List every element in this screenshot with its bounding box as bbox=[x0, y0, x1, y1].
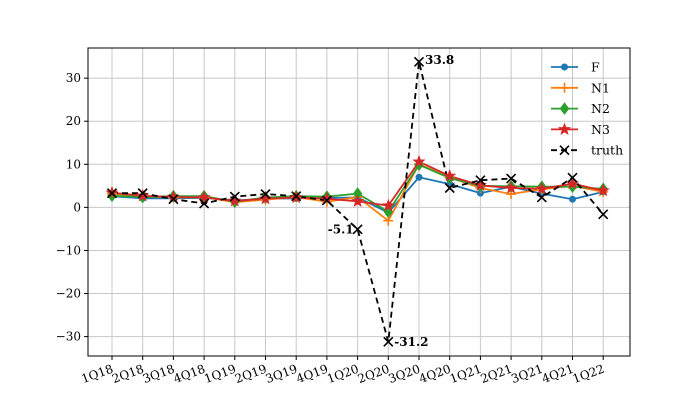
data-point-F bbox=[415, 173, 423, 181]
legend-label-N2: N2 bbox=[591, 101, 610, 116]
data-label: -31.2 bbox=[394, 335, 428, 349]
data-point-truth bbox=[383, 336, 394, 347]
data-point-N3 bbox=[136, 188, 150, 202]
legend: F N1 N2 N3 truth bbox=[551, 60, 623, 158]
series-markers bbox=[105, 56, 610, 347]
data-point-truth bbox=[260, 188, 271, 200]
data-point-N3 bbox=[596, 183, 610, 197]
data-point-truth bbox=[506, 173, 517, 184]
legend-label-N1: N1 bbox=[591, 80, 610, 95]
data-point-N3 bbox=[228, 193, 242, 207]
data-point-truth bbox=[168, 194, 179, 205]
y-tick-label: −30 bbox=[56, 330, 81, 344]
x-axis: 1Q182Q183Q184Q181Q192Q193Q194Q191Q202Q20… bbox=[79, 356, 606, 386]
data-point-N3 bbox=[535, 181, 549, 195]
data-point-truth bbox=[106, 188, 118, 199]
data-point-truth bbox=[321, 195, 332, 206]
series-line-truth bbox=[112, 60, 604, 343]
legend-label-truth: truth bbox=[591, 143, 623, 158]
data-point-truth bbox=[444, 182, 455, 194]
data-point-truth bbox=[199, 198, 210, 209]
legend-label-N3: N3 bbox=[591, 122, 610, 137]
legend-marker-F bbox=[561, 63, 568, 71]
data-point-truth bbox=[413, 56, 425, 67]
data-point-truth bbox=[229, 191, 240, 202]
data-point-truth bbox=[352, 224, 363, 235]
data-point-truth bbox=[291, 191, 302, 202]
data-point-F bbox=[569, 195, 576, 203]
data-label: -5.1 bbox=[328, 222, 354, 236]
data-point-N3 bbox=[412, 154, 426, 168]
data-point-truth bbox=[536, 192, 547, 203]
data-point-N3 bbox=[504, 181, 518, 194]
data-point-N3 bbox=[381, 198, 395, 212]
x-tick-label: 1Q22 bbox=[571, 362, 607, 386]
data-label: 33.8 bbox=[425, 53, 454, 67]
data-point-truth bbox=[598, 209, 609, 220]
data-point-truth bbox=[567, 172, 578, 183]
y-tick-label: 0 bbox=[73, 200, 81, 214]
y-tick-label: 10 bbox=[66, 157, 81, 171]
data-point-N3 bbox=[351, 194, 365, 207]
legend-label-F: F bbox=[591, 60, 600, 75]
annotations: -5.1 -31.2 33.8 bbox=[328, 53, 454, 349]
y-tick-label: 30 bbox=[66, 71, 81, 85]
legend-marker-N3 bbox=[557, 122, 572, 136]
y-axis: −30 −20 −10 0 10 20 30 bbox=[56, 71, 88, 344]
legend-marker-truth bbox=[559, 145, 570, 156]
legend-marker-N1 bbox=[559, 82, 570, 93]
y-tick-label: −20 bbox=[56, 287, 81, 301]
data-point-N3 bbox=[197, 190, 211, 204]
data-point-truth bbox=[475, 175, 486, 186]
grid-lines bbox=[88, 48, 630, 356]
y-tick-label: 20 bbox=[66, 114, 81, 128]
y-tick-label: −10 bbox=[56, 243, 81, 257]
axes-frame bbox=[87, 47, 631, 357]
data-point-N3 bbox=[443, 169, 457, 182]
legend-marker-N2 bbox=[559, 102, 570, 115]
data-point-truth bbox=[137, 188, 148, 199]
